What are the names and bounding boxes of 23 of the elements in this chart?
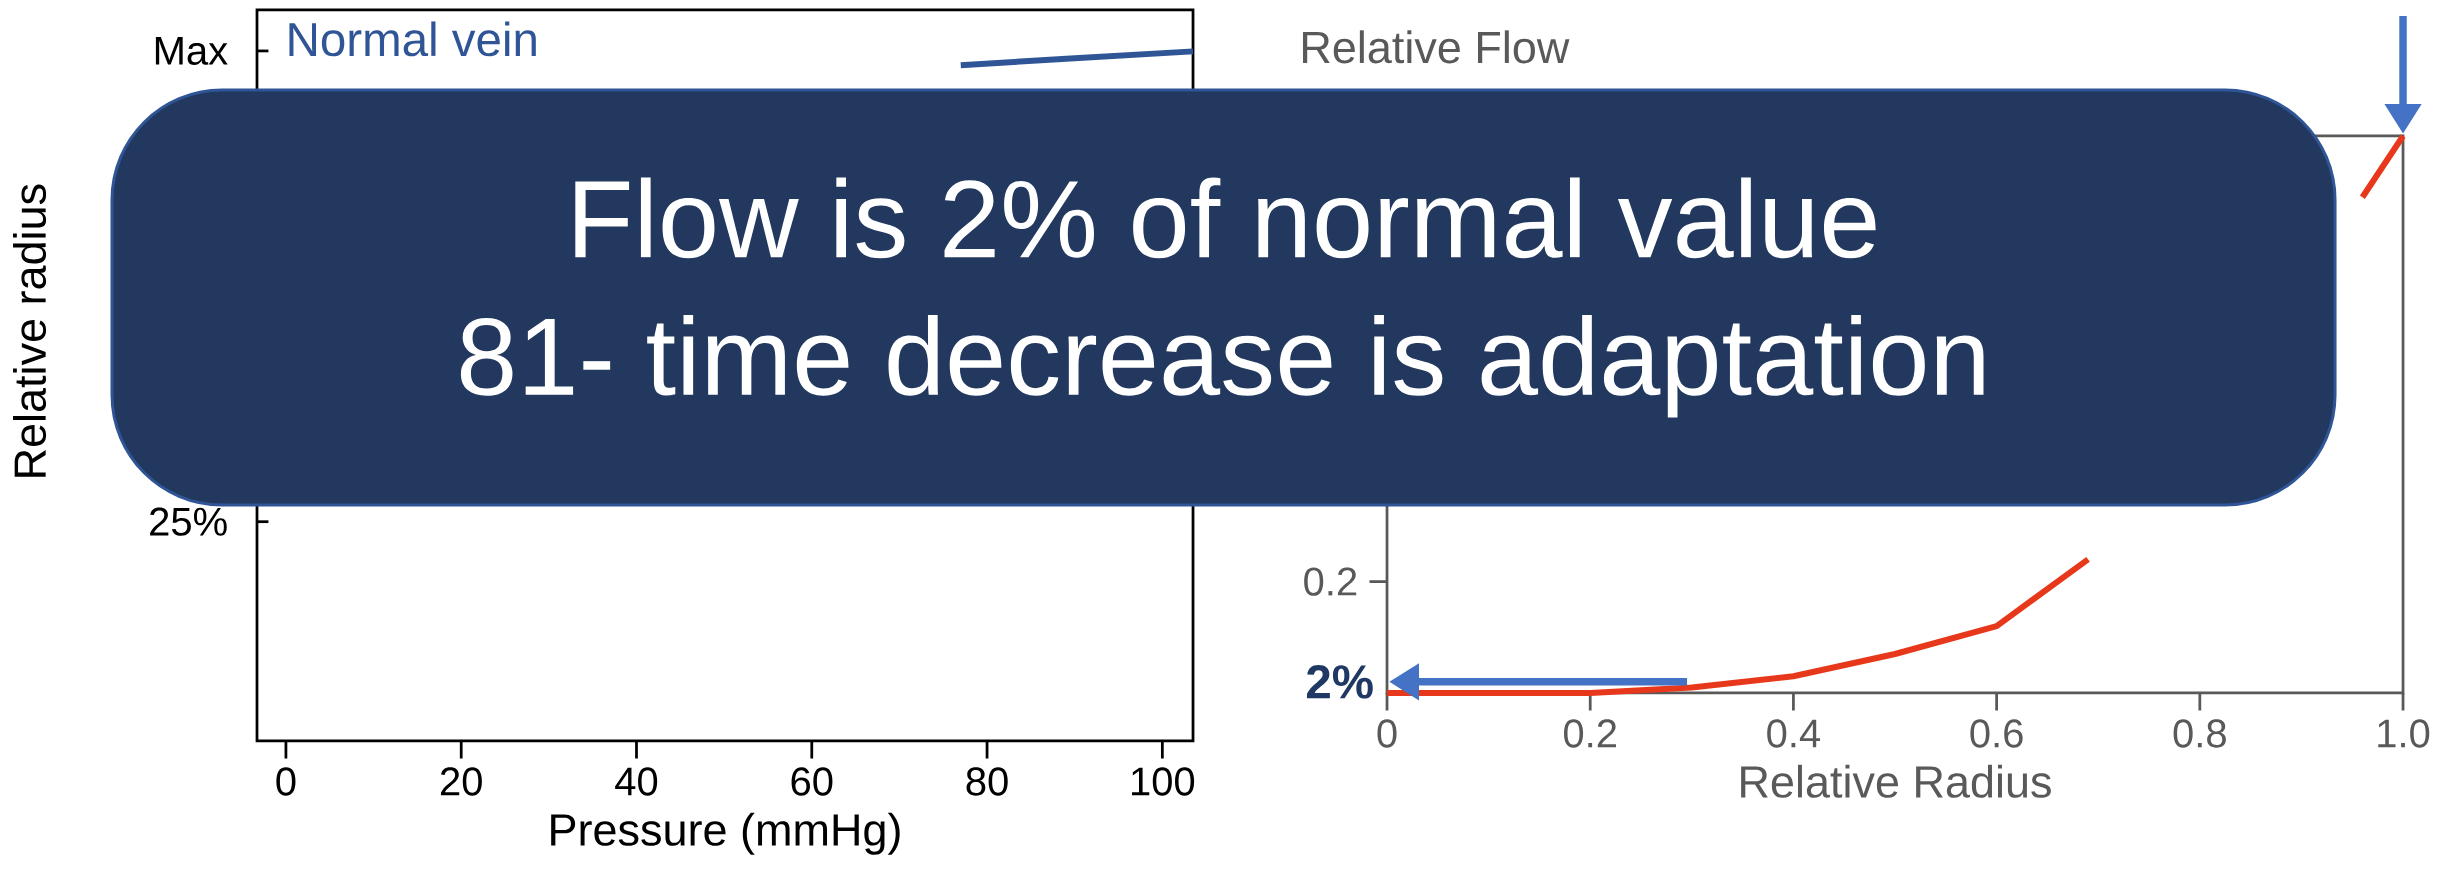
x-axis-title: Relative Radius: [1741, 764, 2051, 798]
x-tick-label: 100: [1132, 767, 1195, 796]
text: 25%: [150, 507, 227, 536]
x-tick-label: 0: [1377, 719, 1397, 748]
x-tick-label: 0.4: [1767, 719, 1821, 748]
x-tick-label: 0: [276, 767, 296, 796]
x-tick-label: 0.2: [1563, 719, 1617, 748]
x-tick-label: 80: [966, 767, 1008, 796]
text: 0.2: [1304, 567, 1357, 596]
text: 2%: [1307, 665, 1373, 699]
x-tick-label: 40: [615, 767, 658, 796]
x-tick-label: 1.0: [2378, 719, 2430, 748]
x-axis-title: Pressure (mmHg): [551, 812, 900, 855]
x-tick-label: 0.6: [1970, 719, 2023, 748]
y-axis-title: Relative Flow: [1303, 30, 1570, 64]
text: Normal vein: [289, 21, 536, 57]
annotation: Flow is 2% of normal value: [575, 177, 1876, 259]
annotation: 81- time decrease is adaptation: [460, 314, 1984, 418]
x-tick-label: 60: [791, 767, 833, 796]
text: Max: [155, 36, 228, 65]
y-axis-title: Relative radius: [13, 184, 47, 477]
x-tick-label: 0.8: [2173, 719, 2226, 748]
x-tick-label: 20: [440, 767, 482, 796]
